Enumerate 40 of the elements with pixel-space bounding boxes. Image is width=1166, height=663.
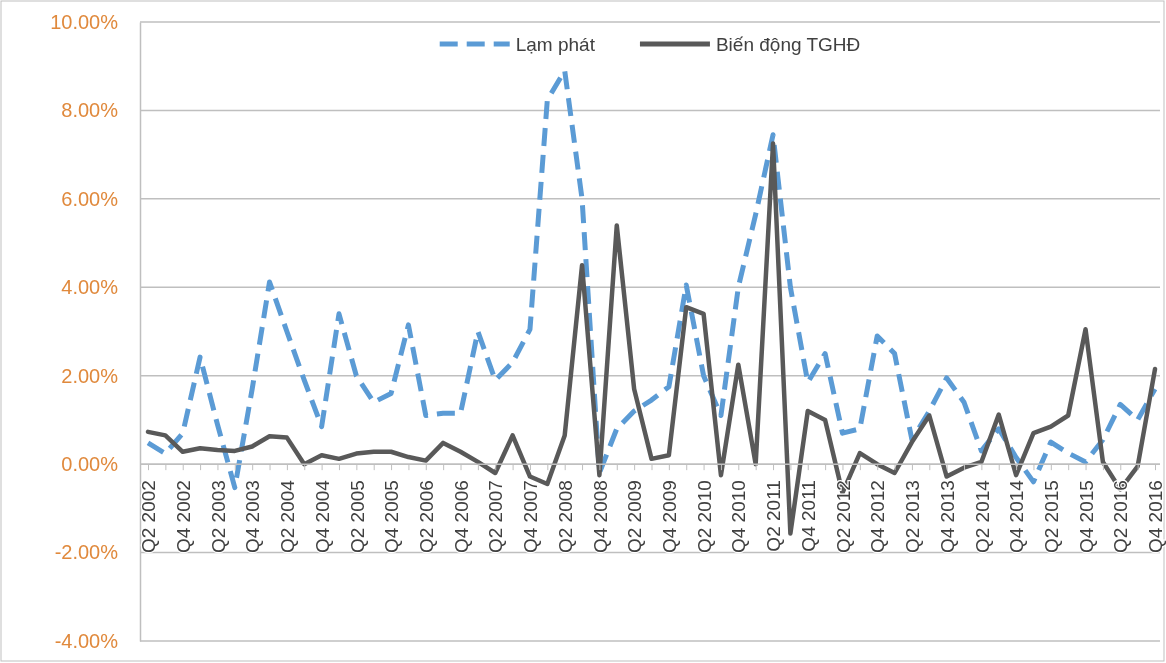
x-tick-label: Q4 2009: [659, 480, 681, 554]
x-tick-label: Q4 2005: [381, 480, 403, 554]
x-tick-label: Q2 2013: [902, 480, 924, 554]
x-tick-label: Q4 2010: [728, 480, 750, 554]
x-tick-label: Q2 2016: [1110, 480, 1132, 554]
x-tick-label: Q2 2006: [415, 480, 437, 554]
x-tick-label: Q4 2015: [1075, 480, 1097, 554]
y-tick-label: 6.00%: [61, 187, 119, 210]
x-tick-label: Q2 2004: [277, 479, 299, 554]
x-tick-label: Q4 2006: [450, 480, 472, 554]
y-tick-label: 2.00%: [61, 364, 119, 387]
x-tick-label: Q4 2014: [1006, 479, 1028, 554]
x-tick-label: Q4 2011: [797, 480, 819, 552]
x-tick-label: Q4 2004: [311, 479, 333, 554]
x-tick-label: Q2 2008: [554, 480, 576, 554]
x-tick-label: Q2 2014: [971, 479, 993, 554]
x-tick-label: Q4 2007: [520, 480, 542, 554]
x-tick-label: Q2 2015: [1040, 480, 1062, 554]
x-tick-label: Q2 2010: [693, 480, 715, 554]
x-tick-label: Q4 2016: [1145, 480, 1166, 554]
x-tick-label: Q4 2012: [867, 480, 889, 554]
x-tick-label: Q4 2003: [242, 480, 264, 554]
y-tick-label: 0.00%: [61, 453, 119, 476]
y-tick-label: 8.00%: [61, 99, 119, 122]
x-tick-label: Q4 2008: [589, 480, 611, 554]
x-tick-label: Q2 2009: [624, 480, 646, 554]
y-tick-label: -2.00%: [54, 541, 119, 564]
x-tick-label: Q2 2002: [138, 480, 160, 554]
x-tick-label: Q2 2007: [485, 480, 507, 554]
x-tick-label: Q2 2003: [207, 480, 229, 554]
x-tick-label: Q2 2011: [763, 480, 785, 552]
y-tick-label: 10.00%: [50, 10, 119, 33]
legend-label: Biến động TGHĐ: [715, 33, 861, 55]
y-tick-label: 4.00%: [61, 276, 119, 299]
x-tick-label: Q4 2002: [172, 480, 194, 554]
x-tick-label: Q4 2013: [936, 480, 958, 554]
x-tick-label: Q2 2012: [832, 480, 854, 554]
legend-label: Lạm phát: [515, 33, 596, 55]
x-tick-label: Q2 2005: [346, 480, 368, 554]
y-tick-label: -4.00%: [54, 629, 119, 652]
